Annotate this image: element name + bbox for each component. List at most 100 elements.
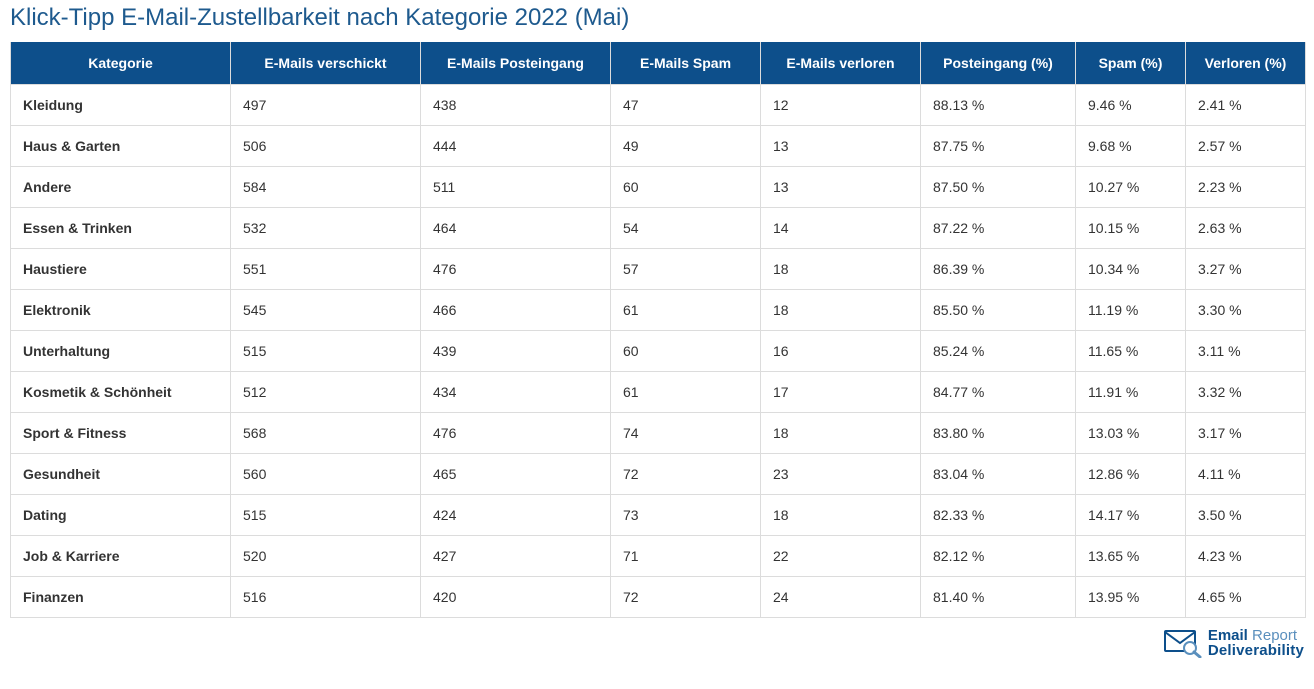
table-row: Andere584511601387.50 %10.27 %2.23 % [11, 167, 1306, 208]
table-row: Kosmetik & Schönheit512434611784.77 %11.… [11, 372, 1306, 413]
col-posteingang-pct: Posteingang (%) [921, 42, 1076, 85]
table-cell: 516 [231, 577, 421, 618]
table-cell: 520 [231, 536, 421, 577]
table-cell: 11.91 % [1076, 372, 1186, 413]
table-cell: 420 [421, 577, 611, 618]
table-cell: 476 [421, 249, 611, 290]
table-cell: 551 [231, 249, 421, 290]
table-cell: 9.46 % [1076, 85, 1186, 126]
table-cell: 49 [611, 126, 761, 167]
table-cell: 16 [761, 331, 921, 372]
table-cell: Unterhaltung [11, 331, 231, 372]
table-cell: 3.27 % [1186, 249, 1306, 290]
table-cell: 86.39 % [921, 249, 1076, 290]
table-cell: 12.86 % [1076, 454, 1186, 495]
table-row: Gesundheit560465722383.04 %12.86 %4.11 % [11, 454, 1306, 495]
table-row: Haus & Garten506444491387.75 %9.68 %2.57… [11, 126, 1306, 167]
table-cell: 12 [761, 85, 921, 126]
table-cell: 14 [761, 208, 921, 249]
table-cell: 54 [611, 208, 761, 249]
table-cell: 72 [611, 577, 761, 618]
deliverability-table: Kategorie E-Mails verschickt E-Mails Pos… [10, 42, 1306, 618]
col-spam: E-Mails Spam [611, 42, 761, 85]
table-cell: 2.63 % [1186, 208, 1306, 249]
table-cell: 85.50 % [921, 290, 1076, 331]
table-cell: 515 [231, 495, 421, 536]
table-cell: 439 [421, 331, 611, 372]
col-kategorie: Kategorie [11, 42, 231, 85]
envelope-magnifier-icon [1164, 628, 1202, 658]
table-cell: 18 [761, 290, 921, 331]
table-cell: 497 [231, 85, 421, 126]
table-cell: 511 [421, 167, 611, 208]
table-cell: 2.57 % [1186, 126, 1306, 167]
table-row: Elektronik545466611885.50 %11.19 %3.30 % [11, 290, 1306, 331]
col-verloren: E-Mails verloren [761, 42, 921, 85]
table-cell: 72 [611, 454, 761, 495]
table-cell: Elektronik [11, 290, 231, 331]
col-verloren-pct: Verloren (%) [1186, 42, 1306, 85]
table-cell: 85.24 % [921, 331, 1076, 372]
table-body: Kleidung497438471288.13 %9.46 %2.41 %Hau… [11, 85, 1306, 618]
table-cell: 3.17 % [1186, 413, 1306, 454]
table-cell: 4.23 % [1186, 536, 1306, 577]
table-row: Finanzen516420722481.40 %13.95 %4.65 % [11, 577, 1306, 618]
table-cell: 465 [421, 454, 611, 495]
col-spam-pct: Spam (%) [1076, 42, 1186, 85]
logo-text: Email Report Deliverability [1208, 628, 1304, 658]
table-cell: 10.27 % [1076, 167, 1186, 208]
table-cell: 532 [231, 208, 421, 249]
table-cell: 545 [231, 290, 421, 331]
table-cell: Andere [11, 167, 231, 208]
table-cell: 464 [421, 208, 611, 249]
table-cell: 560 [231, 454, 421, 495]
table-cell: Gesundheit [11, 454, 231, 495]
table-cell: 512 [231, 372, 421, 413]
table-cell: 515 [231, 331, 421, 372]
table-cell: 3.50 % [1186, 495, 1306, 536]
col-posteingang: E-Mails Posteingang [421, 42, 611, 85]
table-cell: 11.19 % [1076, 290, 1186, 331]
table-cell: 82.33 % [921, 495, 1076, 536]
table-cell: Dating [11, 495, 231, 536]
table-cell: 3.32 % [1186, 372, 1306, 413]
table-cell: Job & Karriere [11, 536, 231, 577]
page-title: Klick-Tipp E-Mail-Zustellbarkeit nach Ka… [10, 4, 1304, 32]
table-cell: 18 [761, 413, 921, 454]
table-cell: 61 [611, 290, 761, 331]
table-cell: 13.03 % [1076, 413, 1186, 454]
table-cell: 3.11 % [1186, 331, 1306, 372]
table-cell: 61 [611, 372, 761, 413]
table-cell: 17 [761, 372, 921, 413]
table-cell: 18 [761, 249, 921, 290]
table-cell: 83.04 % [921, 454, 1076, 495]
table-cell: 427 [421, 536, 611, 577]
table-cell: 466 [421, 290, 611, 331]
table-cell: 22 [761, 536, 921, 577]
table-cell: 14.17 % [1076, 495, 1186, 536]
table-cell: 476 [421, 413, 611, 454]
table-cell: 568 [231, 413, 421, 454]
table-cell: 23 [761, 454, 921, 495]
table-row: Dating515424731882.33 %14.17 %3.50 % [11, 495, 1306, 536]
table-cell: 2.41 % [1186, 85, 1306, 126]
col-verschickt: E-Mails verschickt [231, 42, 421, 85]
table-cell: 4.11 % [1186, 454, 1306, 495]
table-cell: 4.65 % [1186, 577, 1306, 618]
table-row: Kleidung497438471288.13 %9.46 %2.41 % [11, 85, 1306, 126]
table-cell: 506 [231, 126, 421, 167]
table-cell: 3.30 % [1186, 290, 1306, 331]
table-cell: 88.13 % [921, 85, 1076, 126]
table-cell: Haustiere [11, 249, 231, 290]
table-cell: 73 [611, 495, 761, 536]
table-cell: 82.12 % [921, 536, 1076, 577]
table-cell: 87.22 % [921, 208, 1076, 249]
table-row: Unterhaltung515439601685.24 %11.65 %3.11… [11, 331, 1306, 372]
table-cell: 83.80 % [921, 413, 1076, 454]
table-cell: 438 [421, 85, 611, 126]
table-cell: 10.34 % [1076, 249, 1186, 290]
table-cell: Kosmetik & Schönheit [11, 372, 231, 413]
table-cell: Essen & Trinken [11, 208, 231, 249]
table-cell: 71 [611, 536, 761, 577]
table-cell: 584 [231, 167, 421, 208]
